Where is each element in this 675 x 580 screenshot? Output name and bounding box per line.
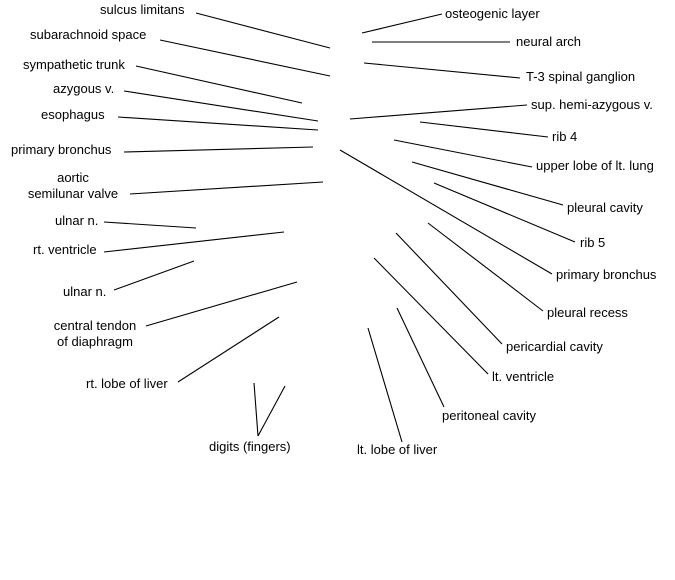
- leader-upper-lobe-lt-lung: [393, 139, 533, 168]
- leader-ulnar-n-lower: [113, 260, 195, 291]
- label-primary-bronchus-right: primary bronchus: [556, 267, 657, 282]
- leader-digits-b: [257, 385, 286, 437]
- leader-primary-bronchus-left: [123, 146, 314, 153]
- label-sulcus-limitans: sulcus limitans: [100, 2, 185, 17]
- label-primary-bronchus-left: primary bronchus: [11, 142, 112, 157]
- label-lt-lobe-of-liver: lt. lobe of liver: [357, 442, 438, 457]
- leader-t3-spinal-ganglion: [363, 62, 521, 79]
- label-osteogenic-layer: osteogenic layer: [445, 6, 540, 21]
- label-lt-ventricle: lt. ventricle: [492, 369, 555, 384]
- label-rib-4: rib 4: [552, 129, 578, 144]
- label-subarachnoid-space: subarachnoid space: [30, 27, 147, 42]
- label-t3-spinal-ganglion: T-3 spinal ganglion: [526, 69, 636, 84]
- label-central-tendon-of-diaphragm: central tendon of diaphragm: [36, 318, 154, 350]
- leader-pleural-recess: [427, 222, 544, 312]
- leader-rib-4: [419, 121, 549, 138]
- label-peritoneal-cavity: peritoneal cavity: [442, 408, 536, 423]
- leader-esophagus: [117, 116, 319, 131]
- label-aortic-line1: aortic: [57, 170, 89, 185]
- label-rt-lobe-of-liver: rt. lobe of liver: [86, 376, 168, 391]
- label-pericardial-cavity: pericardial cavity: [506, 339, 603, 354]
- label-pleural-cavity: pleural cavity: [567, 200, 643, 215]
- leader-sympathetic-trunk: [135, 65, 303, 104]
- leader-osteogenic-layer: [361, 13, 443, 34]
- label-upper-lobe-lt-lung: upper lobe of lt. lung: [536, 158, 654, 173]
- leader-rt-ventricle: [103, 231, 285, 253]
- leader-pleural-cavity: [411, 161, 564, 206]
- leader-aortic-semilunar-valve: [129, 181, 324, 195]
- label-ulnar-n-upper: ulnar n.: [55, 213, 99, 228]
- label-neural-arch: neural arch: [516, 34, 582, 49]
- leader-azygous-v: [123, 90, 319, 122]
- leader-subarachnoid-space: [159, 39, 331, 77]
- leader-rt-lobe-of-liver: [177, 316, 280, 383]
- label-central-tendon-line2: of diaphragm: [57, 334, 133, 349]
- leader-lt-ventricle: [373, 257, 489, 375]
- label-digits: digits (fingers): [209, 439, 291, 454]
- leader-ulnar-n-upper: [103, 221, 197, 229]
- label-rt-ventricle: rt. ventricle: [33, 242, 97, 257]
- label-aortic-semilunar-valve: aortic semilunar valve: [18, 170, 128, 202]
- label-sup-hemi-azygous-v: sup. hemi-azygous v.: [531, 97, 653, 112]
- leader-primary-bronchus-right: [339, 149, 553, 275]
- label-sympathetic-trunk: sympathetic trunk: [23, 57, 125, 72]
- leader-sulcus-limitans: [195, 12, 331, 49]
- leader-rib-5: [433, 182, 576, 243]
- leader-sup-hemi-azygous-v: [349, 104, 528, 120]
- label-pleural-recess: pleural recess: [547, 305, 628, 320]
- leader-lt-lobe-of-liver: [367, 327, 403, 443]
- label-ulnar-n-lower: ulnar n.: [63, 284, 107, 299]
- label-rib-5: rib 5: [580, 235, 606, 250]
- leader-pericardial-cavity: [395, 232, 503, 345]
- label-central-tendon-line1: central tendon: [53, 318, 137, 333]
- label-aortic-line2: semilunar valve: [27, 186, 119, 201]
- leader-peritoneal-cavity: [396, 307, 445, 408]
- label-esophagus: esophagus: [41, 107, 105, 122]
- label-azygous-v: azygous v.: [53, 81, 115, 96]
- leader-digits-a: [253, 382, 259, 437]
- leader-central-tendon: [145, 281, 298, 327]
